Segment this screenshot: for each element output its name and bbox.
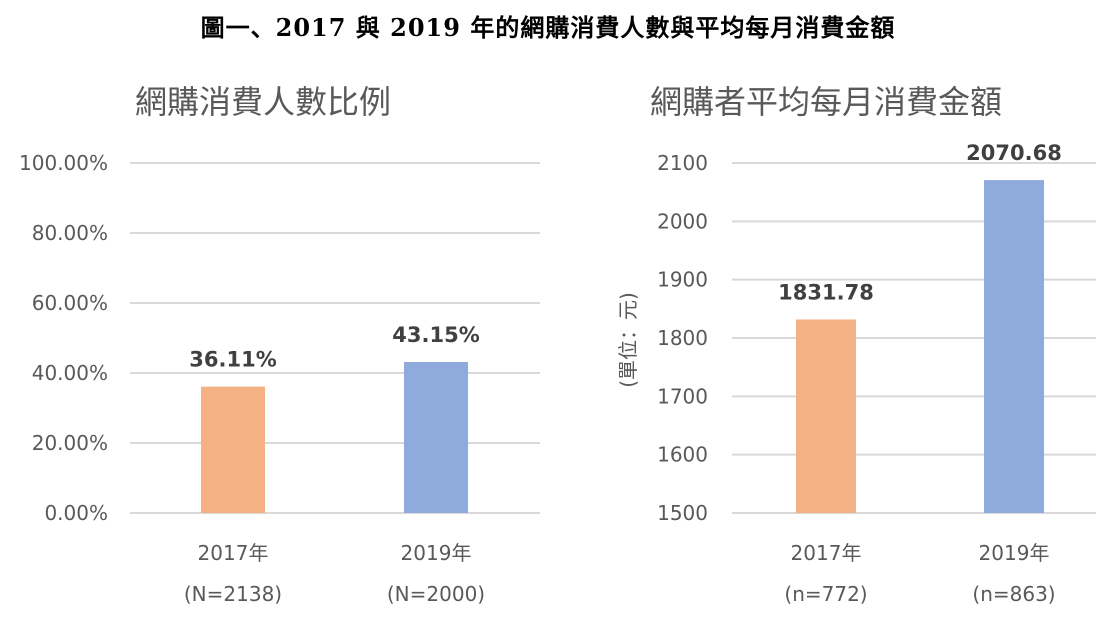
figure-title: 圖一、2017 與 2019 年的網購消費人數與平均每月消費金額 [200, 13, 896, 42]
y-tick-label: 60.00% [32, 291, 108, 315]
bar-2019年 [404, 361, 468, 513]
y-tick-label: 80.00% [32, 221, 108, 245]
bar-2017年 [796, 319, 856, 513]
y-tick-label: 1700 [657, 384, 708, 408]
y-tick-label: 0.00% [44, 501, 108, 525]
data-label: 36.11% [189, 348, 276, 372]
y-tick-label: 20.00% [32, 431, 108, 455]
y-tick-label: 2100 [657, 151, 708, 175]
bar-2017年 [201, 386, 265, 513]
data-label: 43.15% [392, 323, 479, 347]
x-category-label: 2017年 [198, 541, 269, 565]
x-category-sublabel: (N=2000) [387, 582, 485, 606]
x-category-sublabel: (n=863) [972, 582, 1055, 606]
y-tick-label: 40.00% [32, 361, 108, 385]
y-axis-label: (單位：元) [616, 292, 640, 388]
chart-title: 網購者平均每月消費金額 [650, 83, 1002, 121]
x-category-label: 2017年 [791, 541, 862, 565]
data-label: 1831.78 [778, 280, 874, 304]
y-tick-label: 100.00% [19, 151, 108, 175]
x-category-label: 2019年 [979, 541, 1050, 565]
bar-2019年 [984, 180, 1044, 513]
data-label: 2070.68 [966, 141, 1062, 165]
x-category-sublabel: (n=772) [784, 582, 867, 606]
x-category-sublabel: (N=2138) [184, 582, 282, 606]
chart-title: 網購消費人數比例 [135, 83, 391, 121]
y-tick-label: 1500 [657, 501, 708, 525]
x-category-label: 2019年 [401, 541, 472, 565]
y-tick-label: 1800 [657, 326, 708, 350]
y-tick-label: 2000 [657, 209, 708, 233]
y-tick-label: 1600 [657, 443, 708, 467]
y-tick-label: 1900 [657, 268, 708, 292]
